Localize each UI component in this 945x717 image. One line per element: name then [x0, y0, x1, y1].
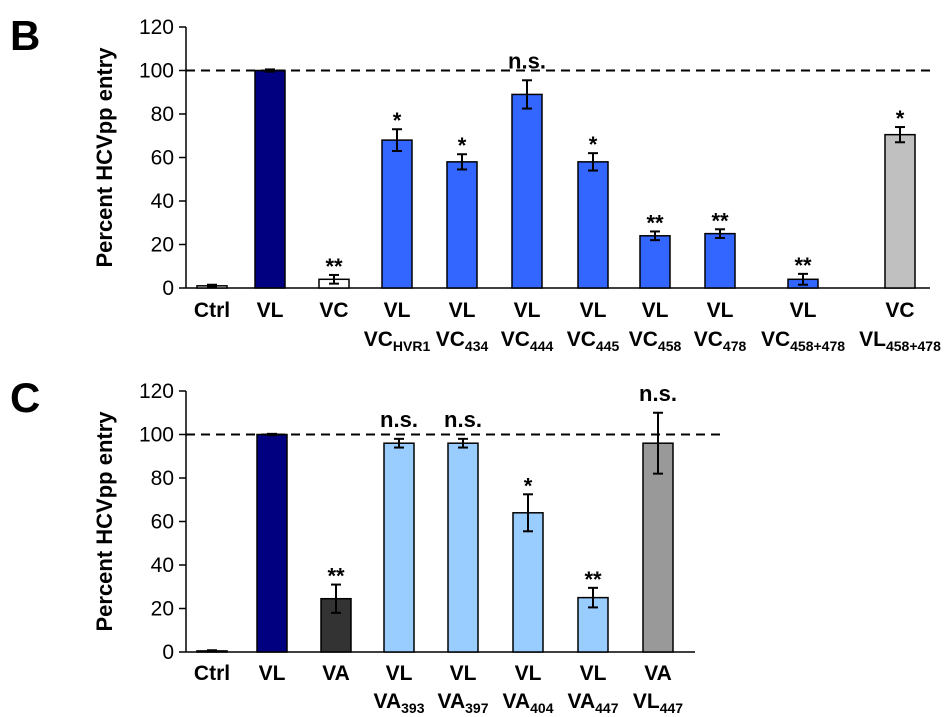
x-category-label: VL [515, 662, 542, 685]
error-bar [715, 228, 725, 239]
significance-label: ** [325, 254, 343, 279]
error-bar [392, 128, 402, 152]
y-tick-label: 80 [151, 467, 174, 490]
x-category-label: VL [386, 662, 413, 685]
x-category-sublabel: VA404 [503, 690, 554, 716]
significance-label: * [458, 133, 467, 158]
x-category-label: VL [642, 299, 669, 322]
significance-label: * [896, 106, 905, 131]
x-category-sublabel: VC458 [629, 328, 682, 354]
error-bar [522, 79, 532, 110]
bar [256, 433, 288, 653]
chart-panel-b: B Percent HCVpp entry 0 20 40 60 80 100 120 Ctrl V… [10, 12, 941, 354]
y-tick-label: 20 [151, 234, 174, 257]
bar [884, 133, 916, 289]
bar [446, 161, 478, 289]
x-category-sublabel: VL458+478 [859, 328, 941, 354]
error-bar [588, 586, 598, 609]
error-bar [207, 649, 217, 653]
x-category-sublabel: VA397 [438, 690, 489, 716]
x-category-label: VL [450, 662, 477, 685]
y-tick-label: 80 [151, 103, 174, 126]
x-category-sublabel: VL447 [633, 690, 683, 716]
error-bar [394, 437, 404, 449]
x-category-sublabel: VC478 [694, 328, 747, 354]
significance-label: n.s. [639, 381, 677, 406]
x-category-sublabel: VC434 [436, 328, 489, 354]
x-category-sublabel: VCHVR1 [364, 328, 431, 354]
error-bar [653, 411, 663, 475]
x-category-label: VL [580, 662, 607, 685]
x-category-label: VL [257, 299, 284, 322]
bar [704, 232, 736, 289]
error-bar [329, 273, 339, 285]
significance-label: ** [584, 567, 602, 592]
chart-panel-c: C Percent HCVpp entry 0 20 40 60 80 100 120 Ctrl V… [10, 374, 725, 716]
bar [577, 161, 609, 289]
significance-label: ** [327, 564, 345, 589]
x-category-label: VL [514, 299, 541, 322]
error-bar [457, 153, 467, 171]
error-bar [588, 152, 598, 172]
x-category-label: VL [449, 299, 476, 322]
x-category-label: VA [322, 662, 350, 685]
panel-label: B [10, 12, 40, 59]
bar [511, 93, 543, 289]
significance-label: ** [794, 253, 812, 278]
significance-label: n.s. [444, 407, 482, 432]
y-tick-label: 120 [139, 380, 174, 403]
bar [639, 235, 671, 289]
error-bar [895, 126, 905, 144]
y-tick-label: 100 [139, 60, 174, 83]
x-category-sublabel: VA447 [568, 690, 619, 716]
y-axis-label: Percent HCVpp entry [92, 47, 117, 268]
x-category-sublabel: VC444 [501, 328, 554, 354]
y-tick-label: 0 [162, 277, 174, 300]
bar [447, 442, 479, 653]
y-tick-label: 120 [139, 16, 174, 39]
bar [383, 442, 415, 653]
y-axis-label: Percent HCVpp entry [92, 411, 117, 632]
error-bar [523, 493, 533, 533]
x-category-sublabel: VC445 [567, 328, 620, 354]
significance-label: ** [711, 208, 729, 233]
x-category-label: VL [384, 299, 411, 322]
significance-label: * [589, 132, 598, 157]
error-bar [798, 272, 808, 286]
error-bar [458, 437, 468, 449]
significance-label: * [393, 108, 402, 133]
y-tick-label: 0 [162, 641, 174, 664]
x-category-label: Ctrl [194, 662, 230, 685]
x-category-label: VL [580, 299, 607, 322]
x-category-label: Ctrl [194, 299, 230, 322]
y-tick-label: 20 [151, 598, 174, 621]
significance-label: n.s. [380, 407, 418, 432]
significance-label: * [524, 473, 533, 498]
y-tick-label: 40 [151, 190, 174, 213]
x-category-sublabel: VA393 [374, 690, 425, 716]
y-tick-label: 60 [151, 147, 174, 170]
bar [254, 69, 286, 289]
error-bar [650, 230, 660, 242]
y-tick-label: 100 [139, 424, 174, 447]
error-bar [331, 583, 341, 614]
x-category-label: VL [259, 662, 286, 685]
significance-label: n.s. [508, 48, 546, 73]
panel-label: C [10, 374, 40, 421]
x-category-label: VA [644, 662, 672, 685]
x-category-label: VC [319, 299, 348, 322]
error-bar [207, 283, 217, 288]
x-category-sublabel: VC458+478 [761, 328, 845, 354]
bar [512, 512, 544, 653]
x-category-label: VL [707, 299, 734, 322]
y-tick-label: 60 [151, 511, 174, 534]
y-tick-label: 40 [151, 554, 174, 577]
x-category-label: VC [885, 299, 914, 322]
x-category-label: VL [790, 299, 817, 322]
bar [381, 139, 413, 289]
significance-label: ** [646, 210, 664, 235]
